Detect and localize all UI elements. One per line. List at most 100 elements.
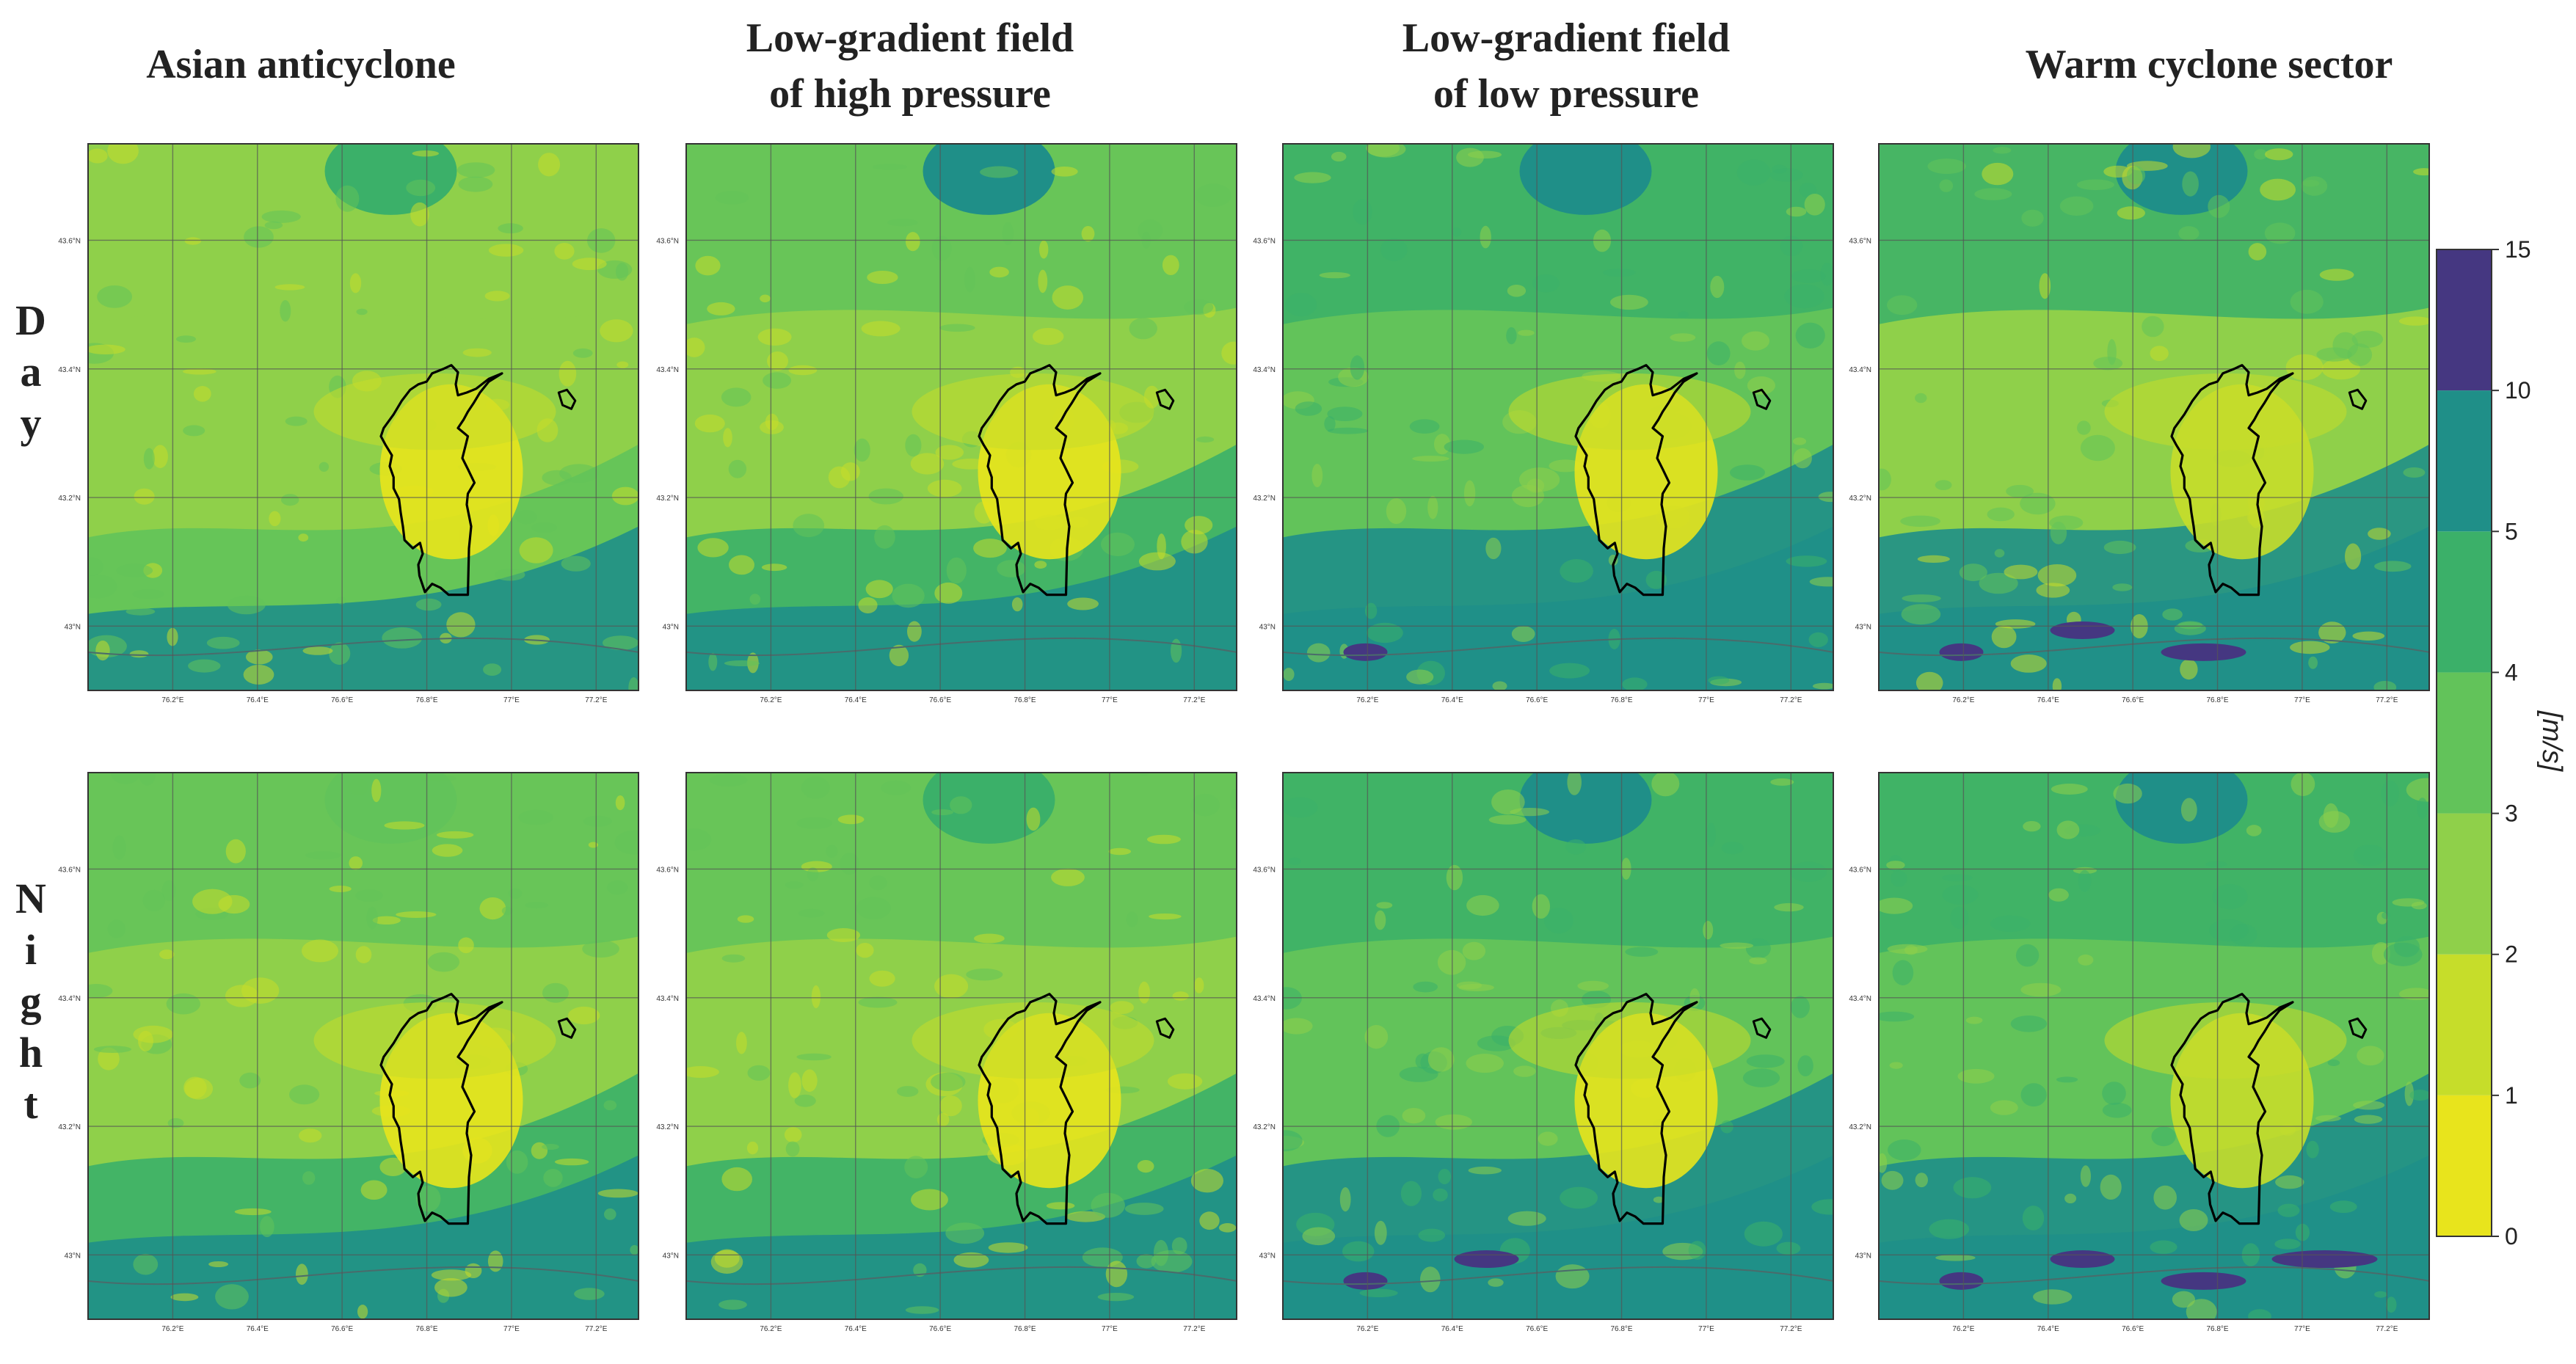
wind-speckle [1507, 285, 1527, 297]
wind-speckle [904, 1156, 928, 1178]
wind-speckle [1456, 981, 1482, 990]
river-line [88, 637, 638, 657]
tick-label-lat: 43.4°N [1849, 995, 1871, 1003]
wind-speckle [1774, 902, 1804, 912]
wind-speckle [1283, 797, 1318, 818]
colorbar-tick-label: 3 [2505, 800, 2518, 827]
city-boundary-islet [557, 1017, 577, 1039]
wind-speckle [406, 179, 436, 197]
wind-speckle [1138, 219, 1163, 241]
colorbar-segment [2437, 672, 2492, 814]
wind-speckle [515, 510, 537, 525]
tick-label-lat: 43.6°N [58, 866, 81, 874]
tick-label-lon: 77°E [1102, 1325, 1118, 1333]
wind-speckle [785, 881, 804, 889]
wind-speckle [542, 1144, 559, 1150]
wind-speckle [686, 338, 705, 357]
wind-speckle [2172, 144, 2211, 158]
tick-label-lon: 77.2°E [1183, 1325, 1205, 1333]
wind-speckle [1706, 822, 1716, 847]
wind-speckle [264, 221, 283, 230]
wind-speckle [1295, 401, 1322, 416]
wind-speckle [2403, 467, 2426, 478]
wind-speckle [142, 889, 166, 911]
wind-speckle [1518, 329, 1535, 336]
wind-speckle [1319, 271, 1350, 279]
tick-label-lon: 77°E [2294, 696, 2310, 704]
wind-speckle [415, 598, 442, 611]
wind-speckle [1776, 1241, 1801, 1255]
tick-label-lon: 76.2°E [1952, 1325, 1974, 1333]
wind-speckle [329, 642, 351, 665]
river-line [1879, 637, 2429, 657]
wind-speckle [1688, 1241, 1706, 1260]
wind-speckle [183, 1076, 207, 1099]
wind-speckle [2093, 357, 2123, 371]
wind-speckle [1917, 555, 1950, 564]
wind-speckle [1162, 255, 1179, 275]
wind-speckle [2102, 1082, 2126, 1105]
wind-speckle [239, 1072, 261, 1089]
wind-speckle [366, 906, 378, 930]
wind-speckle [723, 428, 732, 448]
wind-speckle [2308, 656, 2318, 669]
wind-speckle [1466, 1054, 1504, 1073]
tick-label-lat: 43°N [1855, 1252, 1871, 1260]
wind-speckle [793, 514, 825, 538]
wind-speckle [487, 1250, 503, 1272]
wind-speckle [721, 1167, 752, 1192]
wind-speckle [296, 1263, 308, 1285]
wind-speckle [410, 202, 429, 227]
wind-speckle [133, 1025, 173, 1043]
wind-speckle [1890, 870, 1907, 887]
wind-speckle [1881, 1170, 1904, 1190]
tick-label-lat: 43.2°N [58, 495, 81, 503]
wind-speckle [1736, 159, 1771, 186]
wind-band-strong [88, 526, 638, 690]
wind-speckle [2381, 780, 2400, 807]
wind-speckle [243, 665, 274, 685]
wind-speckle [2329, 1200, 2357, 1214]
wind-speckle [2052, 678, 2062, 690]
wind-speckle [432, 844, 463, 857]
wind-speckle [531, 522, 558, 533]
map-panel: 76.2°E 76.4°E 76.6°E 76.8°E 77°E 77.2°E 43.6°N… [656, 772, 1237, 1333]
wind-speckle [446, 612, 476, 638]
colorbar-segment [2437, 954, 2492, 1095]
wind-speckle [1812, 682, 1833, 690]
tick-label-lat: 43.2°N [58, 1123, 81, 1131]
wind-speckle [1790, 996, 1810, 1018]
wind-speckle [281, 494, 299, 506]
wind-speckle [1157, 533, 1166, 560]
wind-speckle [1466, 894, 1499, 916]
tick-label-lon: 77.2°E [585, 1325, 607, 1333]
wind-speckle [1199, 1211, 1220, 1230]
wind-speckle [1784, 284, 1824, 309]
wind-speckle [858, 597, 878, 613]
wind-speckle [427, 952, 460, 972]
colorbar-label: [m/s] [2536, 710, 2567, 773]
wind-speckle [1488, 814, 1527, 825]
tick-label-lon: 76.6°E [1526, 696, 1548, 704]
wind-speckle [2277, 1203, 2300, 1217]
wind-speckle [143, 448, 155, 470]
wind-speckle [2254, 149, 2268, 160]
wind-speckle [694, 414, 725, 433]
wind-speckle [244, 226, 274, 248]
wind-speckle [1051, 868, 1085, 886]
wind-speckle [1565, 839, 1587, 855]
wind-speckle [1146, 834, 1181, 845]
wind-speckle [2112, 583, 2133, 591]
wind-speckle [2318, 621, 2346, 643]
city-boundary-islet [2348, 388, 2368, 410]
wind-speckle [2021, 209, 2044, 227]
wind-speckle [1901, 604, 1941, 625]
wind-speckle [1081, 226, 1095, 242]
tick-label-lat: 43.6°N [1253, 866, 1276, 874]
wind-speckle [1929, 1219, 1970, 1239]
city-fringe-zone [912, 373, 1154, 451]
wind-speckle [1950, 906, 1969, 929]
wind-speckle [2319, 269, 2354, 281]
wind-speckle [1138, 981, 1150, 1004]
wind-speckle [98, 1047, 120, 1071]
